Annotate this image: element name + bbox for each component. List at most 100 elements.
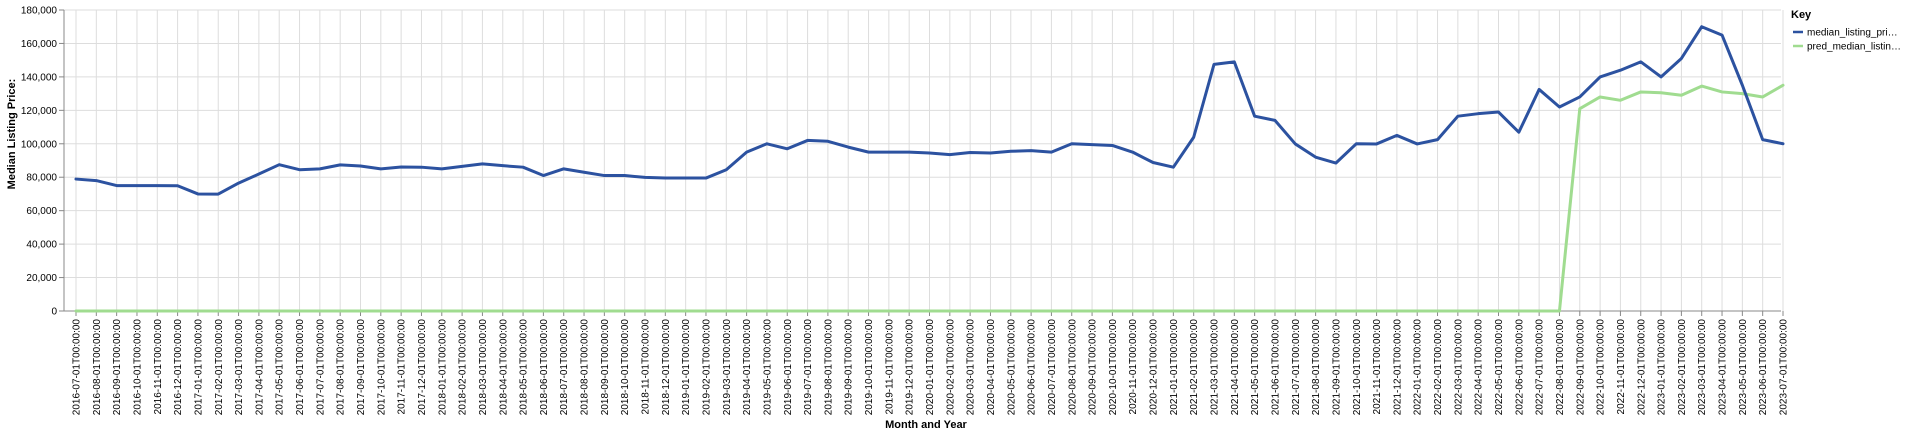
legend-label: pred_median_listin…: [1807, 42, 1901, 53]
y-tick-label: 40,000: [26, 240, 57, 251]
x-tick-label: 2022-07-01T00:00:00: [1535, 319, 1546, 416]
x-tick-label: 2019-04-01T00:00:00: [742, 319, 753, 416]
x-tick-label: 2016-12-01T00:00:00: [173, 319, 184, 416]
x-tick-label: 2020-05-01T00:00:00: [1006, 319, 1017, 416]
median-series-line: [74, 25, 1785, 196]
x-tick-label: 2017-09-01T00:00:00: [356, 319, 367, 416]
y-tick-label: 140,000: [21, 72, 58, 83]
x-tick-label: 2021-06-01T00:00:00: [1270, 319, 1281, 416]
x-tick-label: 2017-02-01T00:00:00: [214, 319, 225, 416]
x-tick-label: 2018-04-01T00:00:00: [498, 319, 509, 416]
x-tick-label: 2019-12-01T00:00:00: [905, 319, 916, 416]
x-tick-label: 2018-08-01T00:00:00: [580, 319, 591, 416]
x-tick-label: 2022-10-01T00:00:00: [1596, 319, 1607, 416]
x-tick-label: 2022-01-01T00:00:00: [1413, 319, 1424, 416]
x-tick-label: 2022-08-01T00:00:00: [1555, 319, 1566, 416]
x-tick-label: 2020-09-01T00:00:00: [1088, 319, 1099, 416]
y-tick-label: 0: [51, 307, 57, 318]
y-tick-label: 160,000: [21, 39, 58, 50]
x-tick-label: 2023-02-01T00:00:00: [1677, 319, 1688, 416]
x-tick-label: 2020-11-01T00:00:00: [1128, 319, 1139, 415]
x-tick-label: 2022-09-01T00:00:00: [1575, 319, 1586, 416]
x-tick-label: 2021-02-01T00:00:00: [1189, 319, 1200, 416]
x-tick-label: 2019-08-01T00:00:00: [823, 319, 834, 416]
x-tick-label: 2023-03-01T00:00:00: [1697, 319, 1708, 416]
x-tick-label: 2023-01-01T00:00:00: [1657, 319, 1668, 416]
legend: Key median_listing_pri… pred_median_listi…: [1791, 9, 1901, 53]
grid-layer: [64, 9, 1784, 312]
x-tick-label: 2021-12-01T00:00:00: [1392, 319, 1403, 416]
x-tick-label: 2017-07-01T00:00:00: [315, 319, 326, 416]
x-tick-label: 2022-12-01T00:00:00: [1636, 319, 1647, 416]
axis-layer: 0 20,000 40,000 60,000 80,000 100,000 120,000 1…: [21, 6, 1790, 416]
x-tick-label: 2023-06-01T00:00:00: [1758, 319, 1769, 416]
x-tick-label: 2019-01-01T00:00:00: [681, 319, 692, 416]
x-tick-label: 2020-01-01T00:00:00: [925, 319, 936, 416]
y-tick-label: 100,000: [21, 139, 58, 150]
x-tick-label: 2017-05-01T00:00:00: [275, 319, 286, 416]
x-tick-label: 2020-04-01T00:00:00: [986, 319, 997, 416]
x-tick-label: 2021-11-01T00:00:00: [1372, 319, 1383, 415]
x-tick-label: 2020-03-01T00:00:00: [966, 319, 977, 416]
x-tick-label: 2017-04-01T00:00:00: [254, 319, 265, 416]
y-tick-label: 20,000: [26, 273, 57, 284]
x-tick-label: 2022-02-01T00:00:00: [1433, 319, 1444, 416]
x-tick-label: 2017-06-01T00:00:00: [295, 319, 306, 416]
x-tick-label: 2019-06-01T00:00:00: [783, 319, 794, 416]
x-tick-label: 2019-11-01T00:00:00: [884, 319, 895, 415]
x-tick-label: 2017-11-01T00:00:00: [397, 319, 408, 415]
x-tick-label: 2016-07-01T00:00:00: [72, 319, 83, 416]
x-tick-label: 2020-06-01T00:00:00: [1027, 319, 1038, 416]
x-tick-label: 2016-08-01T00:00:00: [92, 319, 103, 416]
x-tick-label: 2018-07-01T00:00:00: [559, 319, 570, 416]
x-tick-label: 2022-03-01T00:00:00: [1453, 319, 1464, 416]
x-tick-label: 2019-10-01T00:00:00: [864, 319, 875, 416]
y-axis-title: Median Listing Price:: [6, 79, 18, 190]
x-tick-label: 2021-04-01T00:00:00: [1230, 319, 1241, 416]
x-tick-label: 2021-10-01T00:00:00: [1352, 319, 1363, 416]
y-tick-label: 180,000: [21, 6, 58, 17]
x-tick-label: 2019-07-01T00:00:00: [803, 319, 814, 416]
x-tick-label: 2021-05-01T00:00:00: [1250, 319, 1261, 416]
x-axis-title: Month and Year: [885, 419, 967, 431]
x-tick-label: 2021-03-01T00:00:00: [1210, 319, 1221, 416]
x-tick-label: 2023-04-01T00:00:00: [1718, 319, 1729, 416]
x-tick-label: 2022-04-01T00:00:00: [1474, 319, 1485, 416]
x-tick-label: 2017-12-01T00:00:00: [417, 319, 428, 416]
x-tick-label: 2017-10-01T00:00:00: [376, 319, 387, 416]
x-tick-label: 2023-05-01T00:00:00: [1738, 319, 1749, 416]
x-tick-label: 2019-09-01T00:00:00: [844, 319, 855, 416]
x-tick-label: 2016-09-01T00:00:00: [112, 319, 123, 416]
x-tick-label: 2023-07-01T00:00:00: [1779, 319, 1790, 416]
x-tick-label: 2020-02-01T00:00:00: [945, 319, 956, 416]
legend-title: Key: [1791, 9, 1812, 21]
x-tick-label: 2017-01-01T00:00:00: [193, 319, 204, 416]
x-tick-label: 2020-10-01T00:00:00: [1108, 319, 1119, 416]
x-tick-label: 2018-12-01T00:00:00: [661, 319, 672, 416]
x-tick-label: 2021-09-01T00:00:00: [1331, 319, 1342, 416]
x-tick-label: 2018-06-01T00:00:00: [539, 319, 550, 416]
x-tick-label: 2017-03-01T00:00:00: [234, 319, 245, 416]
y-tick-label: 60,000: [26, 206, 57, 217]
x-tick-label: 2021-01-01T00:00:00: [1169, 319, 1180, 416]
x-tick-label: 2016-10-01T00:00:00: [132, 319, 143, 416]
x-tick-label: 2018-01-01T00:00:00: [437, 319, 448, 416]
x-tick-label: 2020-08-01T00:00:00: [1067, 319, 1078, 416]
x-tick-label: 2021-07-01T00:00:00: [1291, 319, 1302, 416]
legend-label: median_listing_pri…: [1807, 28, 1898, 39]
y-tick-label: 120,000: [21, 106, 58, 117]
y-tick-label: 80,000: [26, 173, 57, 184]
pred-series-line: [74, 83, 1785, 313]
x-tick-label: 2019-03-01T00:00:00: [722, 319, 733, 416]
x-tick-label: 2020-07-01T00:00:00: [1047, 319, 1058, 416]
x-tick-label: 2017-08-01T00:00:00: [336, 319, 347, 416]
x-tick-label: 2016-11-01T00:00:00: [153, 319, 164, 415]
x-tick-label: 2021-08-01T00:00:00: [1311, 319, 1322, 416]
x-tick-label: 2020-12-01T00:00:00: [1149, 319, 1160, 416]
x-tick-label: 2018-02-01T00:00:00: [458, 319, 469, 416]
x-tick-label: 2019-05-01T00:00:00: [762, 319, 773, 416]
x-tick-label: 2022-11-01T00:00:00: [1616, 319, 1627, 415]
x-tick-label: 2022-06-01T00:00:00: [1514, 319, 1525, 416]
x-tick-label: 2018-11-01T00:00:00: [641, 319, 652, 415]
